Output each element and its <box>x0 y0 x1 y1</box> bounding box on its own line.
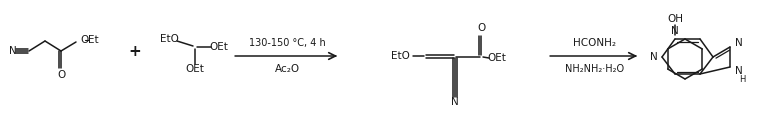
Text: OEt: OEt <box>186 64 205 74</box>
Text: N: N <box>9 46 17 56</box>
Text: O: O <box>57 70 65 80</box>
Text: N: N <box>451 97 459 107</box>
Text: EtO: EtO <box>159 34 179 44</box>
Text: OEt: OEt <box>209 42 229 52</box>
Text: H: H <box>738 74 745 84</box>
Text: 130-150 °C, 4 h: 130-150 °C, 4 h <box>249 38 326 48</box>
Text: O: O <box>80 35 89 45</box>
Text: HCONH₂: HCONH₂ <box>574 38 617 48</box>
Text: N: N <box>650 52 658 62</box>
Text: O: O <box>477 23 485 33</box>
Text: NH₂NH₂·H₂O: NH₂NH₂·H₂O <box>565 64 624 74</box>
Text: Et: Et <box>88 35 99 45</box>
Text: Ac₂O: Ac₂O <box>274 64 300 74</box>
Text: OEt: OEt <box>487 53 507 63</box>
Text: N: N <box>671 26 679 36</box>
Text: +: + <box>129 44 142 59</box>
Text: N: N <box>735 66 743 76</box>
Text: EtO: EtO <box>390 51 410 61</box>
Text: N: N <box>735 38 743 48</box>
Text: OH: OH <box>667 14 683 24</box>
